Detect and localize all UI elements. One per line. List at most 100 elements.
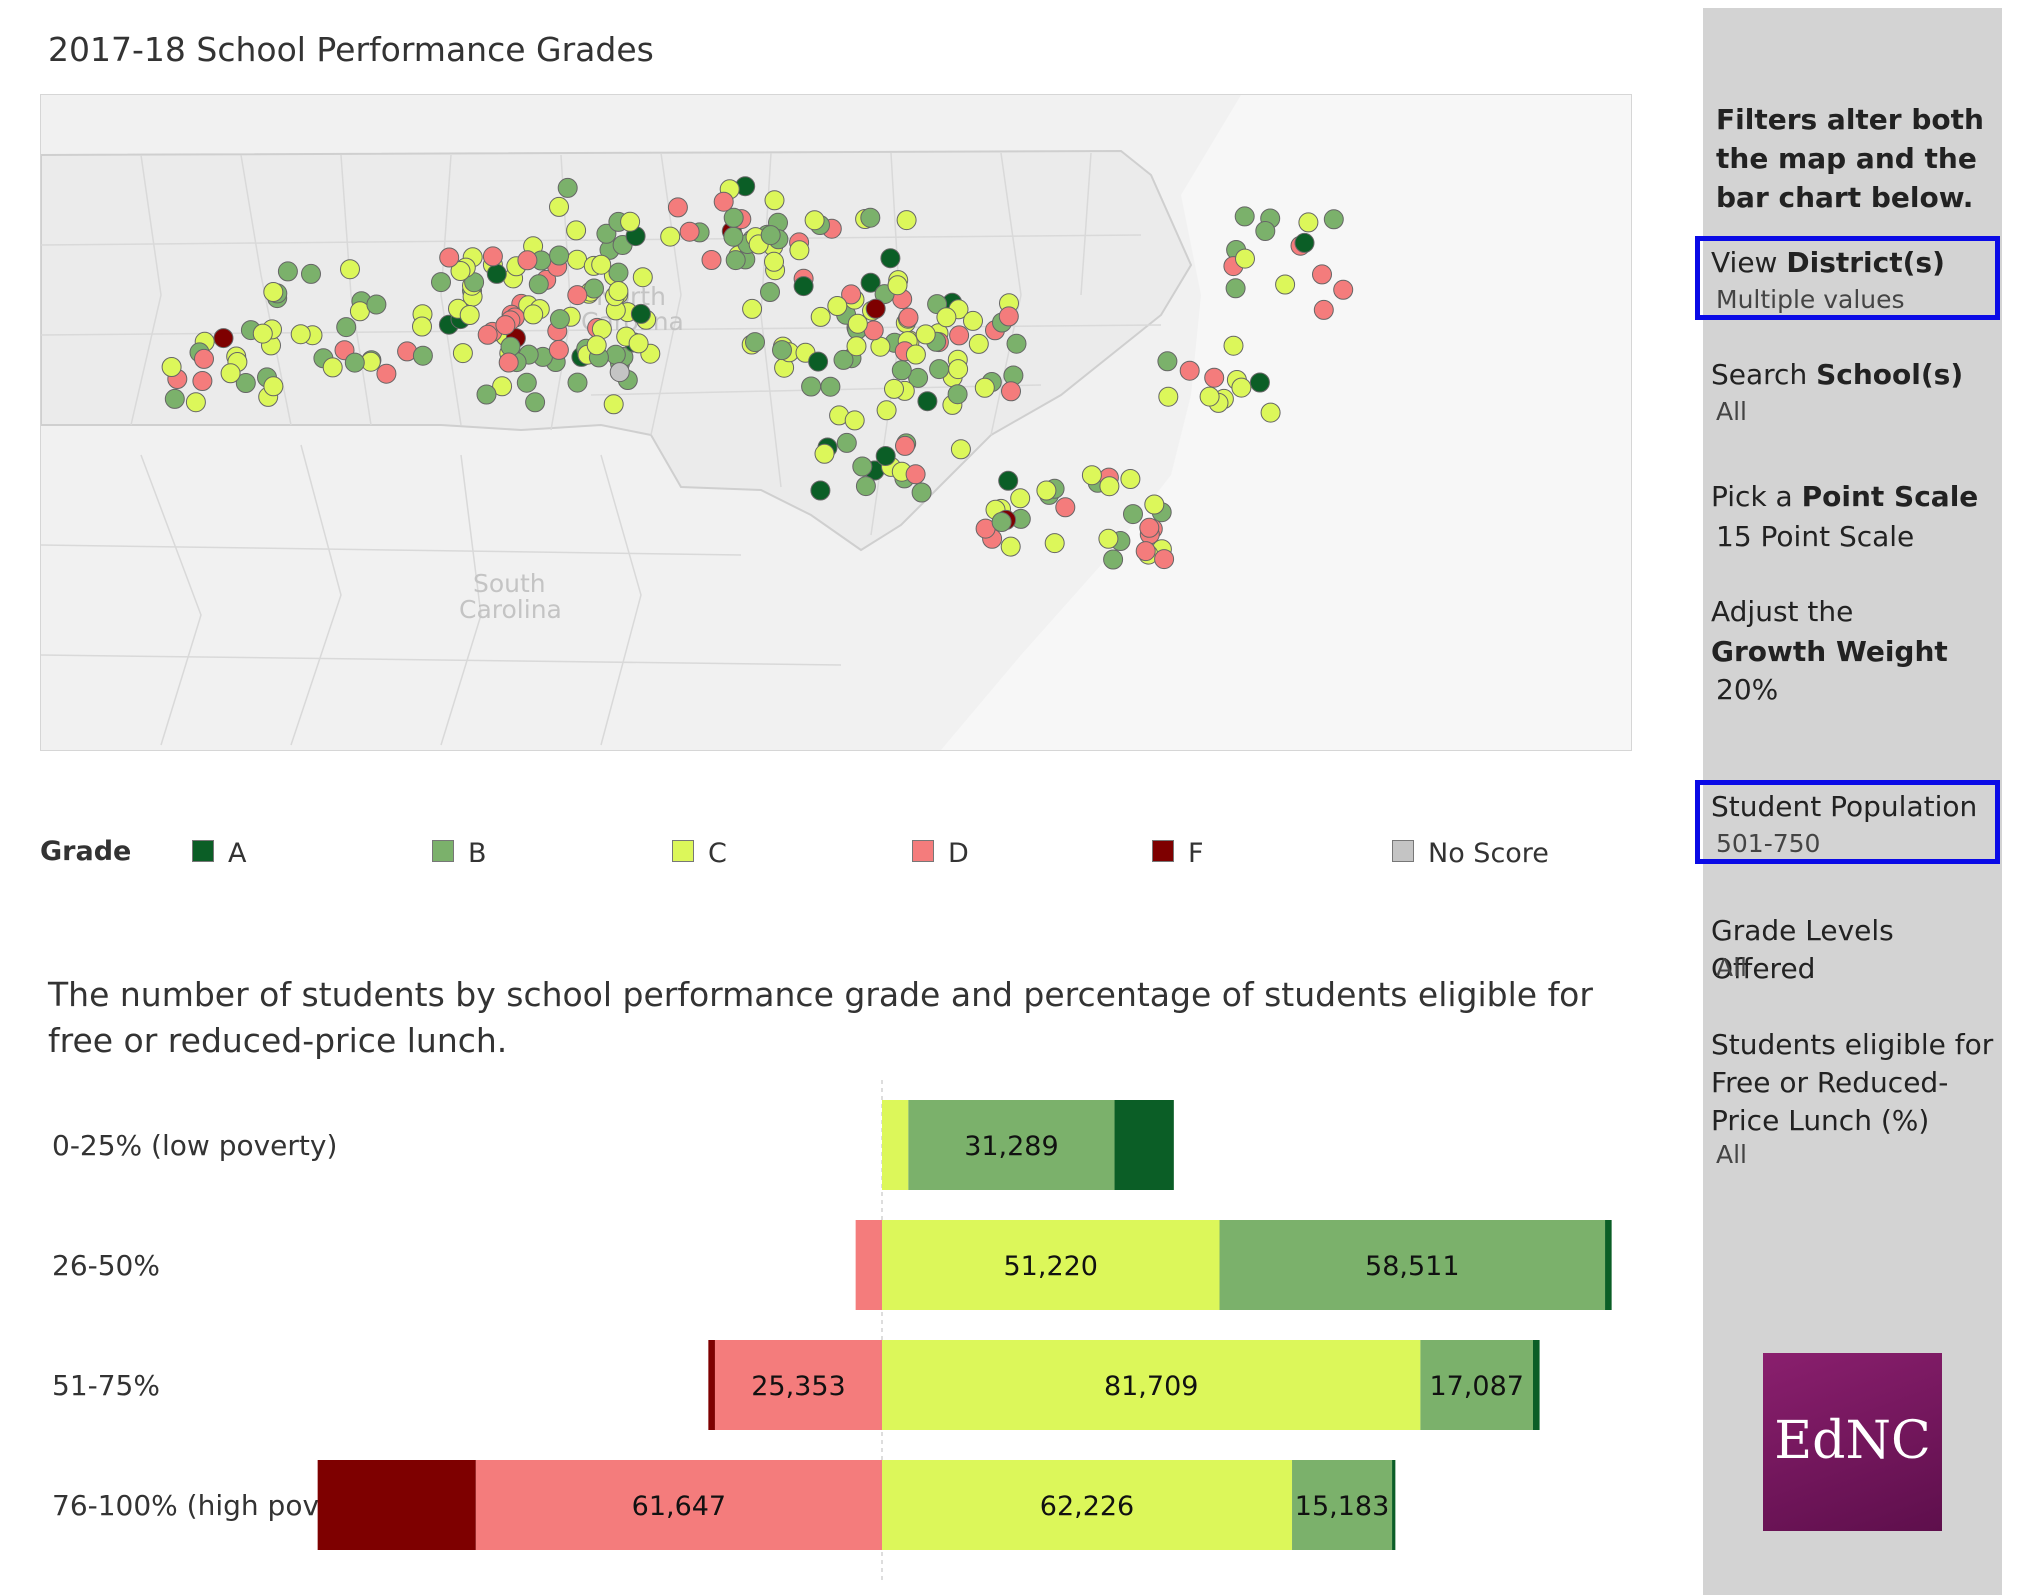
- bar-segment-a[interactable]: [1605, 1220, 1612, 1310]
- school-dot[interactable]: [814, 443, 835, 464]
- school-dot[interactable]: [1275, 274, 1296, 295]
- school-dot[interactable]: [950, 439, 971, 460]
- growth-weight-value[interactable]: 20%: [1716, 673, 1779, 706]
- school-dot[interactable]: [596, 223, 617, 244]
- school-dot[interactable]: [336, 317, 357, 338]
- school-dot[interactable]: [1225, 278, 1246, 299]
- map-canvas[interactable]: North Carolina South Carolina: [41, 95, 1631, 750]
- bar-segment-c[interactable]: [882, 1460, 1293, 1550]
- school-dot[interactable]: [963, 310, 983, 331]
- school-dot[interactable]: [476, 384, 497, 405]
- school-dot[interactable]: [884, 378, 904, 399]
- school-dot[interactable]: [723, 207, 744, 228]
- school-dot[interactable]: [450, 261, 471, 281]
- school-dot[interactable]: [301, 263, 321, 284]
- school-dot[interactable]: [609, 362, 630, 383]
- school-dot[interactable]: [1249, 372, 1270, 393]
- school-dot[interactable]: [567, 372, 588, 393]
- school-dot[interactable]: [1103, 549, 1124, 570]
- school-dot[interactable]: [412, 345, 433, 366]
- school-dot[interactable]: [1260, 402, 1281, 423]
- student-population-value[interactable]: 501-750: [1716, 829, 1821, 858]
- school-dot[interactable]: [1139, 517, 1160, 538]
- school-dot[interactable]: [860, 207, 881, 228]
- school-dot[interactable]: [185, 392, 206, 413]
- school-dot[interactable]: [836, 432, 857, 453]
- school-dot[interactable]: [584, 278, 604, 299]
- school-dot[interactable]: [968, 333, 989, 354]
- grade-levels-value[interactable]: All: [1716, 953, 1747, 982]
- school-dot[interactable]: [745, 332, 765, 353]
- school-dot[interactable]: [1298, 212, 1319, 233]
- school-dot[interactable]: [865, 298, 886, 319]
- school-dot[interactable]: [725, 250, 746, 271]
- school-dot[interactable]: [1154, 549, 1175, 570]
- school-dot[interactable]: [567, 285, 588, 306]
- bar-segment-b[interactable]: [1219, 1220, 1606, 1310]
- school-dot[interactable]: [723, 226, 744, 247]
- school-dot[interactable]: [220, 363, 241, 384]
- school-dot[interactable]: [1120, 469, 1141, 489]
- school-dot[interactable]: [1158, 386, 1179, 407]
- school-dot[interactable]: [1204, 367, 1225, 388]
- school-dot[interactable]: [880, 248, 901, 269]
- school-dot[interactable]: [667, 197, 688, 218]
- school-dot[interactable]: [277, 261, 298, 282]
- school-dot[interactable]: [161, 357, 182, 377]
- school-dot[interactable]: [1098, 528, 1119, 549]
- school-dot[interactable]: [896, 210, 917, 231]
- school-dot[interactable]: [974, 377, 995, 398]
- school-dot[interactable]: [1199, 386, 1220, 407]
- school-dot[interactable]: [1231, 377, 1252, 398]
- school-dot[interactable]: [603, 394, 624, 415]
- school-dot[interactable]: [164, 388, 185, 409]
- school-dot[interactable]: [810, 480, 831, 501]
- school-dot[interactable]: [1234, 206, 1255, 227]
- school-dot[interactable]: [412, 316, 432, 337]
- school-dot[interactable]: [1044, 533, 1065, 554]
- school-dot[interactable]: [875, 446, 896, 466]
- school-dot[interactable]: [764, 190, 785, 211]
- school-dot[interactable]: [252, 323, 273, 344]
- school-dot[interactable]: [1081, 465, 1102, 486]
- school-dot[interactable]: [628, 333, 649, 354]
- bar-segment-a[interactable]: [1532, 1340, 1540, 1430]
- school-dot[interactable]: [452, 343, 473, 364]
- school-dot[interactable]: [947, 384, 968, 405]
- school-dot[interactable]: [431, 272, 451, 293]
- school-dot[interactable]: [340, 259, 360, 280]
- school-dot[interactable]: [948, 359, 969, 380]
- school-dot[interactable]: [548, 339, 569, 360]
- school-dot[interactable]: [263, 376, 284, 397]
- school-dot[interactable]: [891, 360, 912, 381]
- school-dot[interactable]: [1312, 264, 1332, 285]
- bar-chart[interactable]: 0-25% (low poverty) 31,289 26-50% 51,220 58,…: [40, 1080, 1640, 1580]
- school-dot[interactable]: [322, 357, 343, 378]
- school-dot[interactable]: [660, 226, 681, 247]
- school-dot[interactable]: [898, 307, 919, 328]
- school-dot[interactable]: [793, 276, 814, 297]
- school-dot[interactable]: [820, 376, 841, 397]
- school-dot[interactable]: [608, 262, 629, 283]
- school-dot[interactable]: [567, 249, 588, 270]
- school-dot[interactable]: [991, 512, 1012, 532]
- school-dot[interactable]: [1006, 333, 1027, 354]
- school-dot[interactable]: [908, 367, 929, 388]
- school-dot[interactable]: [855, 476, 876, 497]
- school-dot[interactable]: [235, 373, 256, 393]
- school-dot[interactable]: [860, 272, 881, 293]
- school-dot[interactable]: [1313, 299, 1334, 320]
- bar-segment-c[interactable]: [882, 1340, 1421, 1430]
- school-dot[interactable]: [895, 435, 915, 456]
- bar-segment-b[interactable]: [1420, 1340, 1533, 1430]
- search-school-value[interactable]: All: [1716, 397, 1747, 426]
- school-dot[interactable]: [1135, 541, 1156, 562]
- school-dot[interactable]: [528, 274, 549, 295]
- bar-segment-d[interactable]: [714, 1340, 882, 1430]
- school-dot[interactable]: [439, 247, 460, 268]
- school-dot[interactable]: [804, 210, 825, 231]
- school-dot[interactable]: [827, 296, 848, 316]
- school-dot[interactable]: [1223, 335, 1244, 356]
- school-dot[interactable]: [801, 376, 822, 397]
- school-dot[interactable]: [557, 177, 578, 198]
